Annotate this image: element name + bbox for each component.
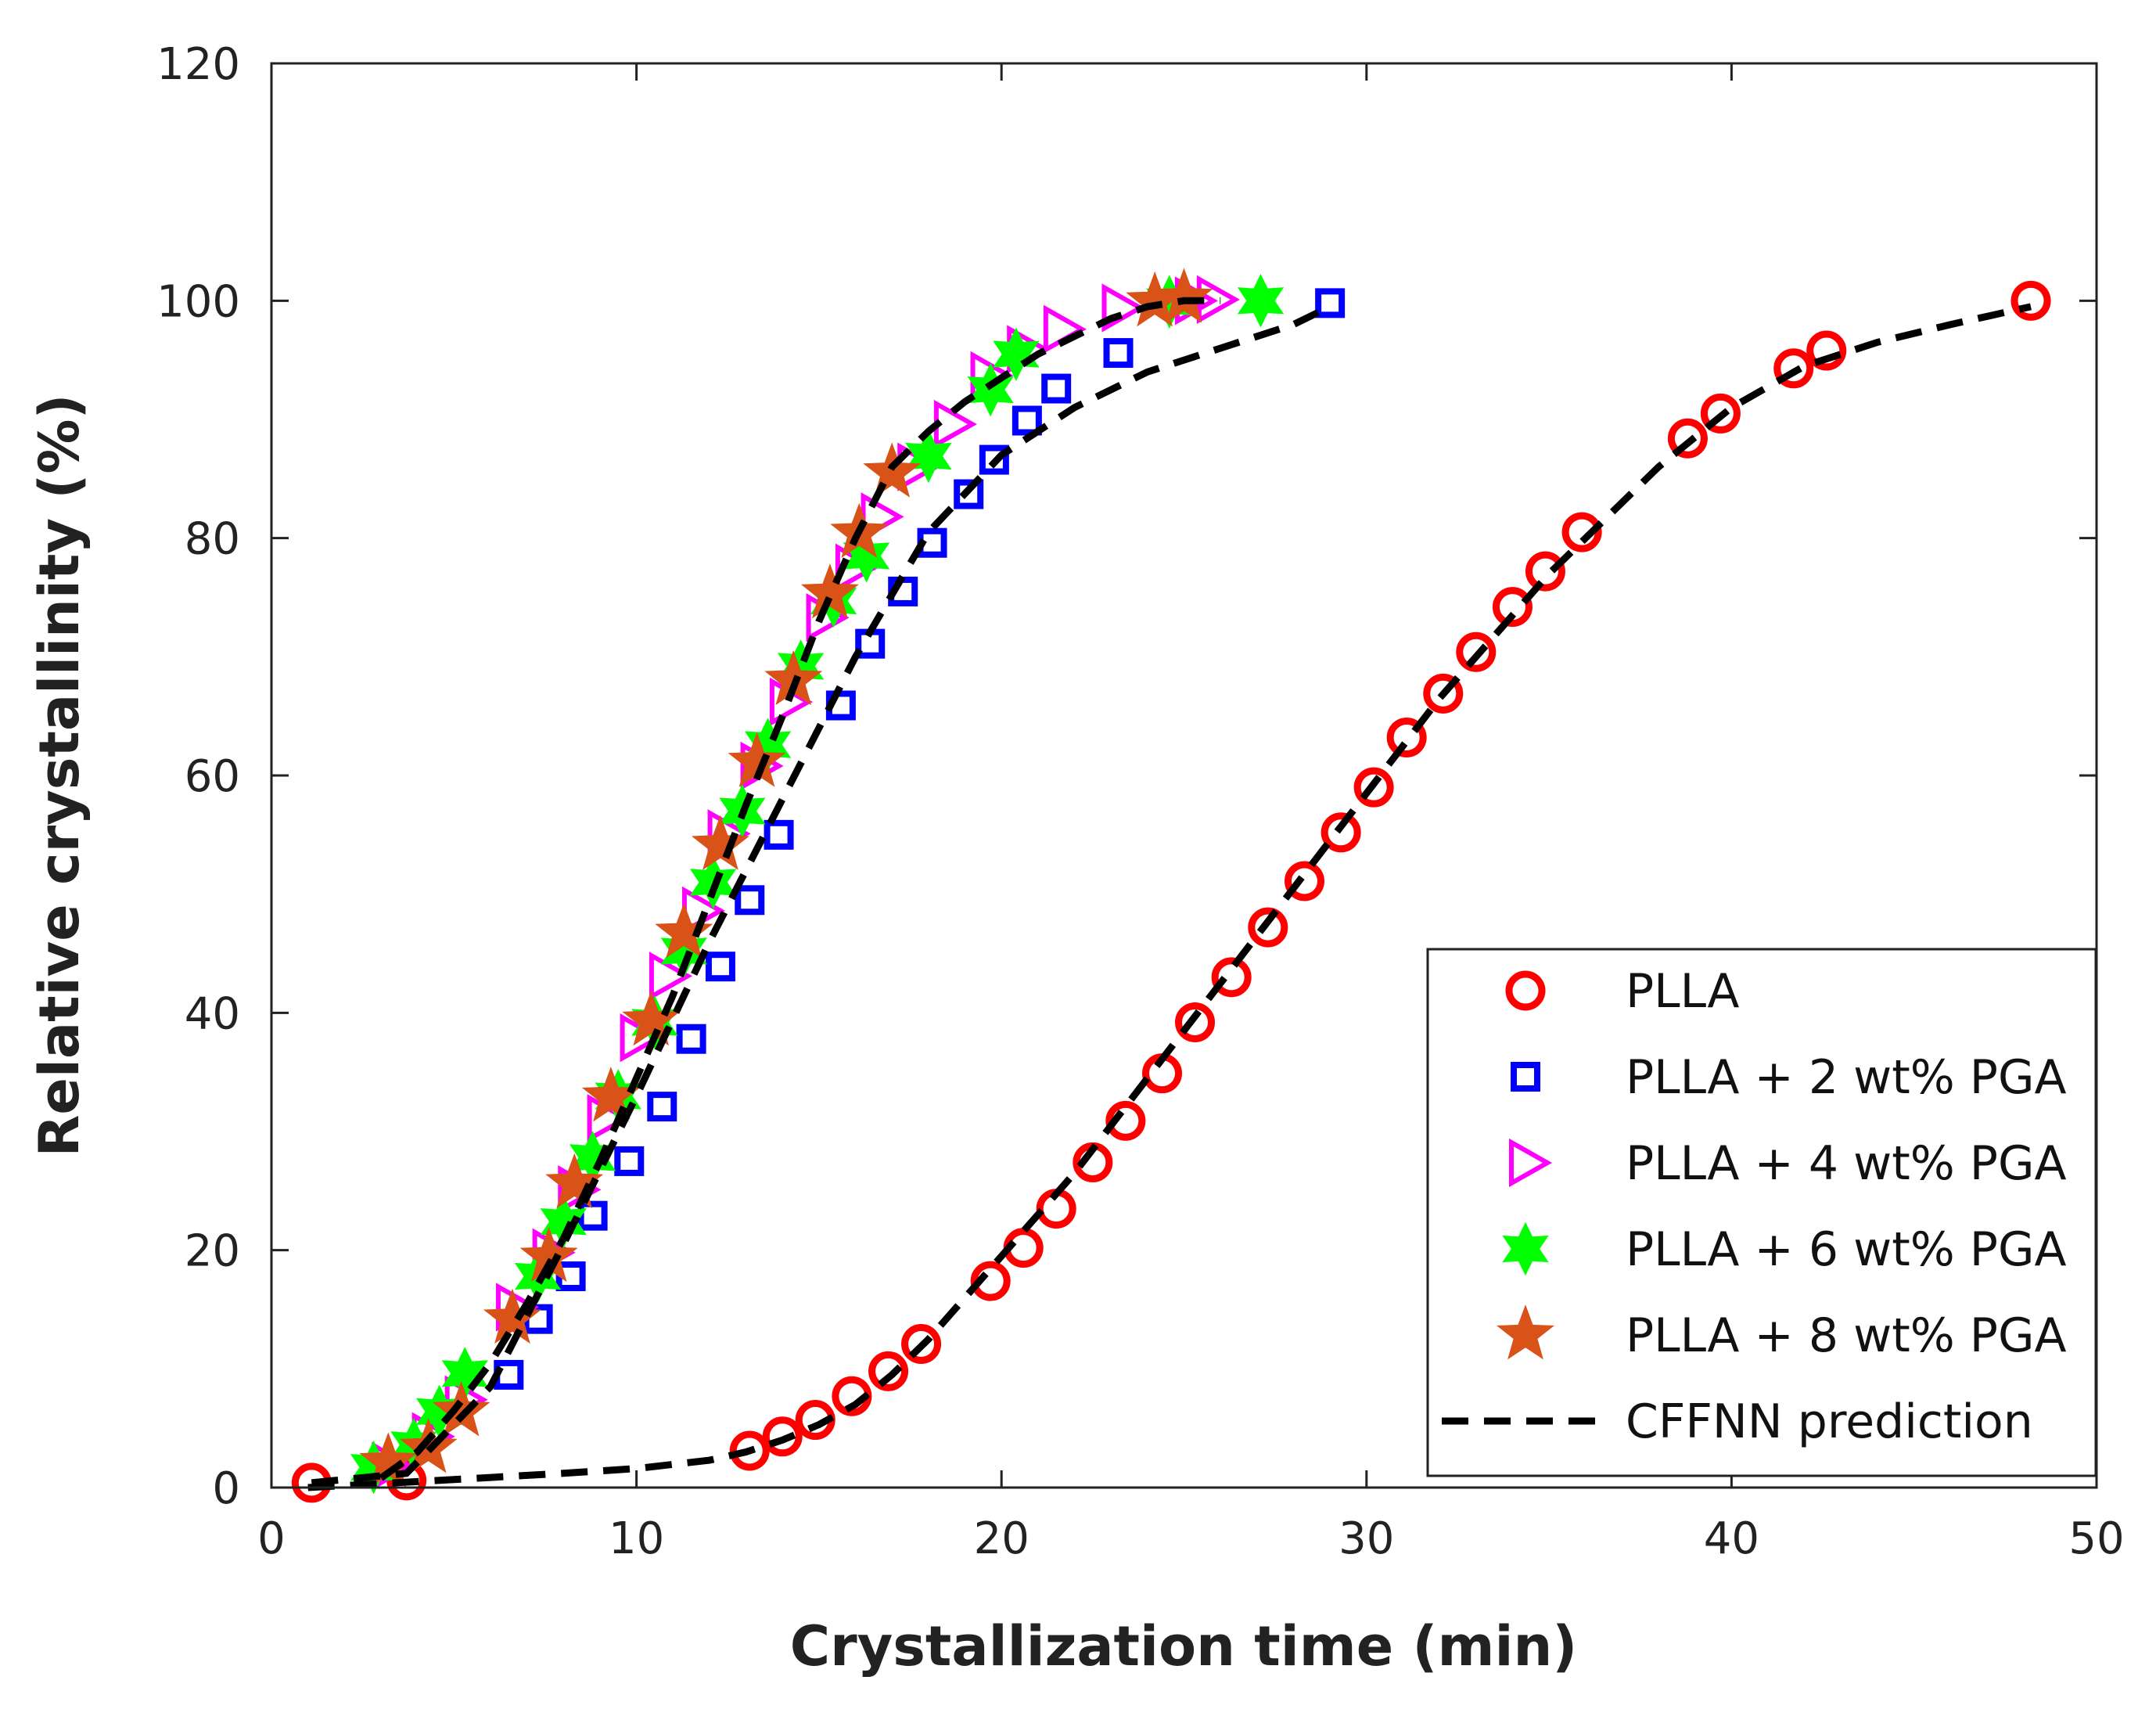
legend-symbol bbox=[1511, 1062, 1540, 1092]
y-tick-label: 80 bbox=[185, 514, 240, 565]
series-layer bbox=[291, 268, 2051, 1503]
x-tick-label: 20 bbox=[974, 1513, 1029, 1564]
data-point bbox=[1012, 405, 1042, 436]
legend: PLLA PLLA + 2 wt% PGA PLLA + 4 wt% PGA PLLA… bbox=[1426, 948, 2097, 1477]
legend-label: PLLA + 6 wt% PGA bbox=[1626, 1222, 2067, 1277]
ticks-layer: 0 10 20 30 40 50 0 20 40 60 80 100 120 bbox=[156, 39, 2125, 1564]
legend-symbol bbox=[1502, 1221, 1549, 1276]
legend-entry: PLLA bbox=[1505, 964, 1739, 1019]
data-point bbox=[1041, 373, 1072, 404]
y-tick-label: 60 bbox=[185, 751, 240, 802]
legend-entry: CFFNN prediction bbox=[1442, 1394, 2033, 1449]
data-point bbox=[1456, 631, 1497, 672]
data-point bbox=[1353, 767, 1394, 808]
x-tick-label: 50 bbox=[2068, 1513, 2124, 1564]
data-point bbox=[647, 1092, 677, 1122]
data-point bbox=[970, 1261, 1011, 1301]
data-point bbox=[1284, 861, 1324, 901]
data-point bbox=[1667, 418, 1708, 459]
y-tick-label: 0 bbox=[212, 1463, 240, 1514]
data-point bbox=[863, 442, 922, 498]
data-point bbox=[622, 991, 681, 1046]
data-point bbox=[1248, 907, 1288, 948]
y-tick-label: 20 bbox=[185, 1226, 240, 1277]
data-point bbox=[614, 1146, 645, 1176]
legend-symbol bbox=[1497, 1304, 1554, 1360]
y-axis-title: Relative crystallinity (%) bbox=[27, 394, 92, 1157]
y-tick-label: 120 bbox=[156, 39, 240, 90]
data-point bbox=[843, 529, 890, 583]
legend-entry: PLLA + 6 wt% PGA bbox=[1502, 1221, 2067, 1277]
legend-label: PLLA + 2 wt% PGA bbox=[1626, 1050, 2067, 1105]
data-point bbox=[764, 819, 794, 850]
data-point bbox=[1315, 288, 1346, 318]
data-point bbox=[993, 327, 1040, 381]
x-tick-label: 0 bbox=[257, 1513, 286, 1564]
data-point bbox=[979, 444, 1009, 475]
prediction-line bbox=[379, 297, 1221, 1481]
data-point bbox=[1386, 717, 1427, 757]
legend-entry: PLLA + 4 wt% PGA bbox=[1509, 1136, 2067, 1191]
data-point bbox=[729, 1430, 770, 1471]
data-point bbox=[800, 563, 859, 619]
prediction-line bbox=[311, 303, 1332, 1487]
data-point bbox=[691, 815, 749, 870]
x-axis-title: Crystallization time (min) bbox=[790, 1614, 1578, 1678]
prediction-curves bbox=[307, 297, 2032, 1491]
legend-entry: PLLA + 2 wt% PGA bbox=[1511, 1050, 2067, 1105]
x-tick-label: 10 bbox=[609, 1513, 664, 1564]
data-point bbox=[1174, 1002, 1215, 1042]
data-point bbox=[735, 885, 765, 916]
data-point bbox=[868, 1351, 909, 1391]
prediction-line bbox=[307, 303, 2032, 1491]
data-point bbox=[705, 952, 735, 982]
data-point bbox=[649, 952, 693, 1001]
data-point bbox=[1237, 274, 1285, 328]
y-tick-label: 100 bbox=[156, 276, 240, 327]
legend-label: PLLA + 4 wt% PGA bbox=[1626, 1136, 2067, 1191]
data-point bbox=[1492, 587, 1533, 628]
y-tick-label: 40 bbox=[185, 988, 240, 1039]
legend-label: PLLA + 8 wt% PGA bbox=[1626, 1308, 2067, 1363]
data-point bbox=[432, 1381, 490, 1437]
data-point bbox=[655, 902, 713, 959]
data-point bbox=[540, 1195, 587, 1249]
data-point bbox=[901, 1323, 942, 1364]
legend-label: CFFNN prediction bbox=[1626, 1394, 2033, 1449]
data-point bbox=[954, 479, 984, 509]
legend-entry: PLLA + 8 wt% PGA bbox=[1497, 1304, 2067, 1363]
data-point bbox=[1423, 673, 1464, 714]
data-point bbox=[1321, 812, 1361, 853]
data-point bbox=[1700, 393, 1741, 434]
data-point bbox=[762, 1416, 803, 1457]
legend-label: PLLA bbox=[1626, 964, 1739, 1019]
data-point bbox=[1525, 551, 1565, 592]
data-point bbox=[1103, 338, 1134, 369]
data-point bbox=[1773, 348, 1814, 389]
data-point bbox=[676, 1024, 706, 1054]
data-point bbox=[1211, 957, 1252, 998]
legend-symbol bbox=[1505, 970, 1546, 1011]
data-point bbox=[545, 1153, 604, 1209]
data-point bbox=[967, 362, 1014, 417]
x-tick-label: 40 bbox=[1704, 1513, 1759, 1564]
legend-symbol bbox=[1509, 1138, 1553, 1188]
data-point bbox=[905, 429, 952, 484]
data-point bbox=[1155, 268, 1213, 323]
data-point bbox=[2010, 280, 2051, 321]
data-point bbox=[1561, 512, 1602, 552]
data-point bbox=[1105, 1100, 1146, 1141]
data-point bbox=[1806, 330, 1847, 371]
x-tick-label: 30 bbox=[1339, 1513, 1394, 1564]
legend-box bbox=[1426, 948, 2097, 1477]
